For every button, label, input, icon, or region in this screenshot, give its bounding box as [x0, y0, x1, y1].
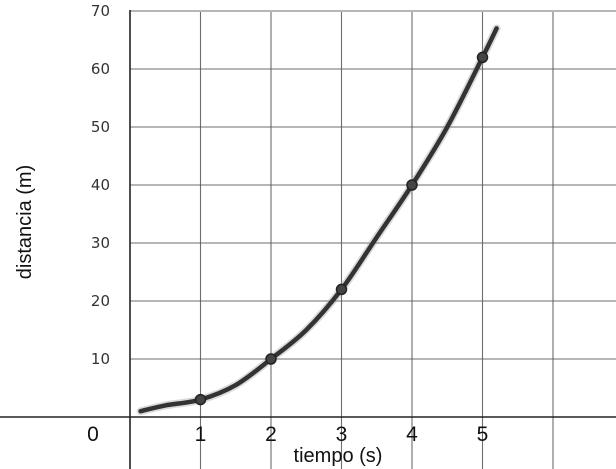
y-tick-labels: 10 20 30 40 50 60 70 [91, 2, 110, 368]
x-tick-label: 0 [87, 423, 99, 446]
x-tick-label: 1 [195, 423, 207, 446]
data-point [335, 283, 348, 296]
data-point [476, 51, 489, 64]
x-tick-label: 2 [265, 423, 277, 446]
x-axis-title: tiempo (s) [294, 445, 383, 467]
y-tick-label: 50 [91, 118, 110, 136]
y-axis-title: distancia (m) [14, 165, 36, 279]
x-tick-labels: 0 1 2 3 4 5 [87, 423, 488, 446]
grid-lines [130, 10, 616, 469]
data-point [406, 179, 418, 191]
x-tick-label: 4 [406, 423, 418, 446]
x-tick-label: 5 [477, 423, 489, 446]
y-tick-label: 60 [91, 60, 110, 78]
y-tick-label: 40 [91, 176, 110, 194]
data-series [136, 24, 501, 416]
y-tick-label: 10 [91, 350, 110, 368]
axes [0, 10, 616, 469]
y-tick-label: 30 [91, 234, 110, 252]
y-tick-label: 20 [91, 292, 110, 310]
data-point [194, 393, 207, 406]
x-tick-label: 3 [336, 423, 348, 446]
data-point [265, 353, 277, 365]
y-tick-label: 70 [91, 2, 110, 20]
